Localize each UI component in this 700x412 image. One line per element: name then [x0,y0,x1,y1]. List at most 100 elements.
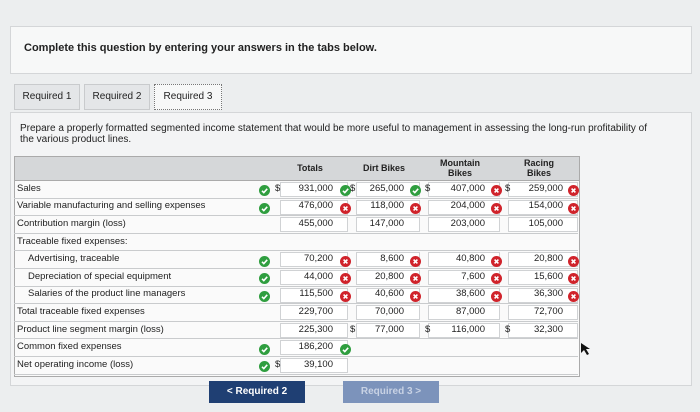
cell-value: 77,000 [374,323,404,335]
cell-value: 70,200 [303,253,333,265]
input-box [280,217,348,233]
cell-value: 32,300 [533,323,563,335]
cell-value: 225,300 [298,323,333,335]
cell-value: 147,000 [369,218,404,229]
prev-button[interactable]: < Required 2 [209,381,305,403]
cell-value: 20,800 [533,253,563,265]
chevron-right: > [412,386,422,397]
input-box [356,322,420,338]
check-icon [259,183,270,197]
input-box [356,217,420,233]
x-icon [568,271,579,285]
cell-value: 44,000 [303,270,333,282]
column-header: Totals [297,163,323,173]
row-line [14,373,578,375]
x-icon [340,254,351,267]
cell-value: 116,000 [451,323,485,335]
x-icon [410,289,421,302]
row-label: Common fixed expenses [17,341,122,353]
tab-active[interactable]: Required 3 [154,84,222,110]
input-box [508,217,578,233]
column-header: Dirt Bikes [362,163,406,173]
column-header: Mountain Bikes [440,158,480,178]
input-box [428,322,500,338]
tab[interactable]: Required 1 [14,84,80,110]
cursor [581,343,590,355]
x-icon [568,183,579,197]
input-box [280,358,348,373]
dollar-sign: $ [425,182,431,194]
row-label: Product line segment margin (loss) [17,323,164,335]
cell-value: 39,100 [303,358,333,370]
cell-value: 8,600 [380,253,404,265]
row-label: Net operating income (loss) [17,358,134,370]
x-icon [491,271,502,285]
cell-value: 87,000 [455,306,485,317]
dollar-sign: $ [505,182,511,194]
row-label: Advertising, traceable [28,253,120,265]
input-box [508,322,578,338]
row-label: Salaries of the product line managers [28,288,186,300]
check-icon [259,201,270,214]
x-icon [568,254,579,267]
cell-value: 476,000 [298,200,333,212]
check-icon [340,342,351,355]
input-box [428,305,500,321]
row-line [14,268,578,269]
prev-label: Required 2 [235,386,288,397]
cell-value: 40,600 [374,288,404,300]
row-label: Depreciation of special equipment [28,270,172,282]
cell-value: 229,700 [298,306,333,317]
cell-value: 7,600 [461,270,485,282]
row-line [14,338,578,340]
input-box [428,217,500,233]
x-icon [491,201,502,214]
cell-value: 36,300 [533,288,563,300]
input-box [280,322,348,338]
next-label: Required 3 [360,386,413,397]
row-line [14,303,578,305]
dollar-sign: $ [275,182,281,194]
input-box [508,305,578,321]
cell-value: 265,000 [369,182,404,194]
row-label: Total traceable fixed expenses [17,306,145,317]
x-icon [568,201,579,214]
cell-value: 204,000 [450,200,485,212]
cell-value: 40,800 [455,253,485,265]
row-label: Variable manufacturing and selling expen… [17,200,206,212]
row-line [14,232,578,234]
row-line [14,356,578,357]
cell-value: 407,000 [450,182,485,194]
cell-value: 931,000 [298,182,333,194]
row-line [14,320,578,322]
dollar-sign: $ [350,182,356,194]
x-icon [410,271,421,285]
check-icon [259,289,270,302]
x-icon [340,271,351,285]
check-icon [340,183,351,197]
check-icon [259,254,270,267]
row-line [14,197,578,199]
x-icon [410,254,421,267]
row-line [14,285,578,287]
cell-value: 186,200 [298,341,333,353]
cell-value: 154,000 [528,200,563,212]
instruction-box [10,26,692,74]
row-label: Sales [17,182,41,194]
cell-value: 72,700 [533,306,563,317]
x-icon [568,289,579,302]
dollar-sign: $ [505,323,511,335]
check-icon [410,183,421,197]
cell-value: 38,600 [455,288,485,300]
next-button[interactable]: Required 3 > [343,381,439,403]
dollar-sign: $ [425,323,431,335]
check-icon [259,342,270,355]
cell-value: 118,000 [370,200,404,212]
cell-value: 20,800 [374,270,404,282]
input-box [280,305,348,321]
tab[interactable]: Required 2 [84,84,150,110]
x-icon [491,183,502,197]
chevron-left: < [226,386,236,397]
cell-value: 15,600 [533,270,563,282]
cell-value: 203,000 [450,218,485,229]
